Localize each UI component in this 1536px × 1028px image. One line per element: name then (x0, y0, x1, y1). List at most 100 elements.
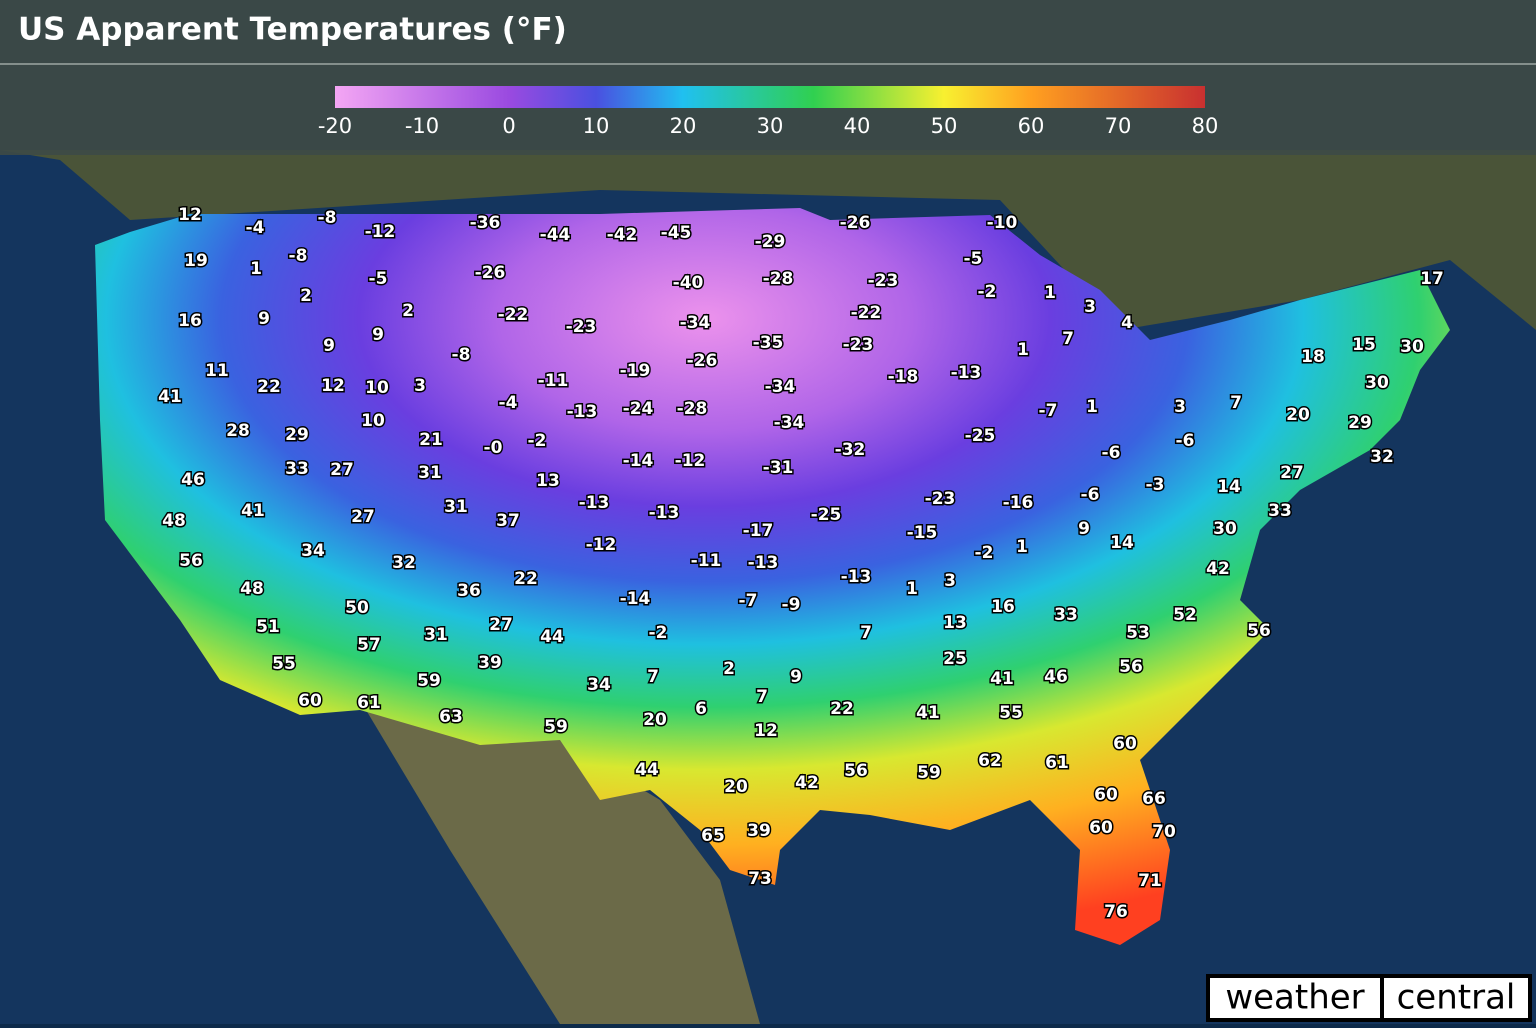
temperature-label: 1 (250, 259, 262, 279)
temperature-label: 61 (357, 693, 381, 713)
temperature-label: -23 (925, 489, 956, 509)
header-band (0, 0, 1536, 155)
temperature-label: 27 (489, 615, 513, 635)
legend-tick-label: -20 (318, 114, 352, 138)
temperature-label: 55 (999, 703, 1023, 723)
legend-tick-label: 50 (931, 114, 958, 138)
temperature-label: -12 (586, 535, 617, 555)
temperature-label: -26 (840, 213, 871, 233)
temperature-label: 44 (635, 760, 659, 780)
temperature-label: -18 (888, 367, 919, 387)
temperature-label: -0 (484, 438, 503, 458)
temperature-label: -7 (1039, 401, 1058, 421)
temperature-label: -6 (1102, 443, 1121, 463)
temperature-label: -23 (843, 335, 874, 355)
temperature-label: -3 (1146, 475, 1165, 495)
temperature-label: 9 (258, 309, 270, 329)
temperature-label: 59 (544, 717, 568, 737)
temperature-label: 13 (943, 613, 967, 633)
temperature-label: -13 (841, 567, 872, 587)
temperature-label: 17 (1420, 269, 1444, 289)
temperature-label: 76 (1104, 902, 1128, 922)
temperature-label: -12 (365, 222, 396, 242)
temperature-label: 2 (402, 301, 414, 321)
temperature-label: 18 (1301, 347, 1325, 367)
temperature-label: -22 (498, 305, 529, 325)
temperature-label: 1 (906, 579, 918, 599)
temperature-label: 20 (724, 777, 748, 797)
temperature-label: 46 (1044, 667, 1068, 687)
temperature-label: -7 (739, 591, 758, 611)
temperature-label: 31 (444, 497, 468, 517)
temperature-label: -34 (765, 377, 796, 397)
temperature-label: 29 (285, 425, 309, 445)
temperature-label: 20 (1286, 405, 1310, 425)
temperature-label: -35 (753, 333, 784, 353)
temperature-label: 50 (345, 598, 369, 618)
temperature-label: 60 (1089, 818, 1113, 838)
temperature-label: -22 (851, 303, 882, 323)
temperature-label: -6 (1176, 431, 1195, 451)
temperature-label: 59 (917, 763, 941, 783)
temperature-label: 6 (695, 699, 707, 719)
temperature-label: 3 (944, 571, 956, 591)
temperature-label: 22 (514, 569, 538, 589)
temperature-label: 1 (1017, 340, 1029, 360)
temperature-label: -26 (475, 263, 506, 283)
temperature-label: 2 (723, 659, 735, 679)
temperature-label: 19 (184, 251, 208, 271)
temperature-label: 22 (830, 699, 854, 719)
temperature-label: -10 (987, 213, 1018, 233)
legend-tick-label: 30 (757, 114, 784, 138)
temperature-label: -14 (623, 451, 654, 471)
temperature-label: 71 (1138, 871, 1162, 891)
temperature-label: -16 (1003, 493, 1034, 513)
temperature-label: 1 (1016, 537, 1028, 557)
temperature-label: -34 (680, 313, 711, 333)
temperature-label: 42 (795, 773, 819, 793)
temperature-label: 63 (439, 707, 463, 727)
temperature-label: -15 (907, 523, 938, 543)
temperature-label: 3 (1174, 397, 1186, 417)
temperature-label: -13 (748, 553, 779, 573)
temperature-label: -11 (691, 551, 722, 571)
temperature-label: 59 (417, 671, 441, 691)
temperature-label: -13 (649, 503, 680, 523)
temperature-label: 66 (1142, 789, 1166, 809)
temperature-label: 33 (285, 459, 309, 479)
temperature-label: 52 (1173, 605, 1197, 625)
temperature-label: -34 (774, 413, 805, 433)
legend-tick-label: -10 (405, 114, 439, 138)
temperature-label: -23 (566, 317, 597, 337)
temperature-label: 56 (844, 761, 868, 781)
temperature-label: -13 (951, 363, 982, 383)
temperature-label: -11 (538, 371, 569, 391)
legend-tick-label: 80 (1192, 114, 1219, 138)
temperature-label: 41 (241, 501, 265, 521)
temperature-label: 41 (916, 703, 940, 723)
legend-tick-label: 10 (583, 114, 610, 138)
temperature-label: 30 (1365, 373, 1389, 393)
temperature-label: 27 (351, 507, 375, 527)
temperature-label: 12 (754, 721, 778, 741)
temperature-label: 16 (991, 597, 1015, 617)
legend-tick-label: 70 (1105, 114, 1132, 138)
temperature-label: 44 (540, 627, 564, 647)
temperature-label: 25 (943, 649, 967, 669)
temperature-label: 7 (756, 687, 768, 707)
color-bar (335, 86, 1205, 108)
temperature-label: -32 (835, 440, 866, 460)
temperature-label: 9 (372, 325, 384, 345)
canada-land (0, 150, 1536, 330)
temperature-label: 7 (647, 667, 659, 687)
temperature-label: 9 (323, 336, 335, 356)
temperature-label: 2 (300, 286, 312, 306)
temperature-label: 3 (414, 376, 426, 396)
temperature-label: -25 (965, 426, 996, 446)
temperature-label: 4 (1121, 313, 1133, 333)
temperature-label: -17 (743, 521, 774, 541)
temperature-label: 65 (701, 826, 725, 846)
temperature-label: -29 (755, 232, 786, 252)
temperature-label: 28 (226, 421, 250, 441)
temperature-label: -23 (868, 271, 899, 291)
